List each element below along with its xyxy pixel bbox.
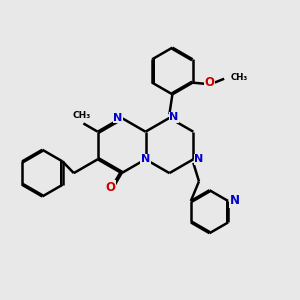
Text: N: N — [194, 154, 203, 164]
Text: N: N — [230, 194, 240, 208]
Text: O: O — [105, 181, 115, 194]
Text: CH₃: CH₃ — [73, 111, 91, 120]
Text: N: N — [113, 113, 123, 123]
Text: N: N — [141, 154, 150, 164]
Text: O: O — [205, 76, 215, 89]
Text: CH₃: CH₃ — [231, 73, 248, 82]
Text: N: N — [169, 112, 178, 122]
